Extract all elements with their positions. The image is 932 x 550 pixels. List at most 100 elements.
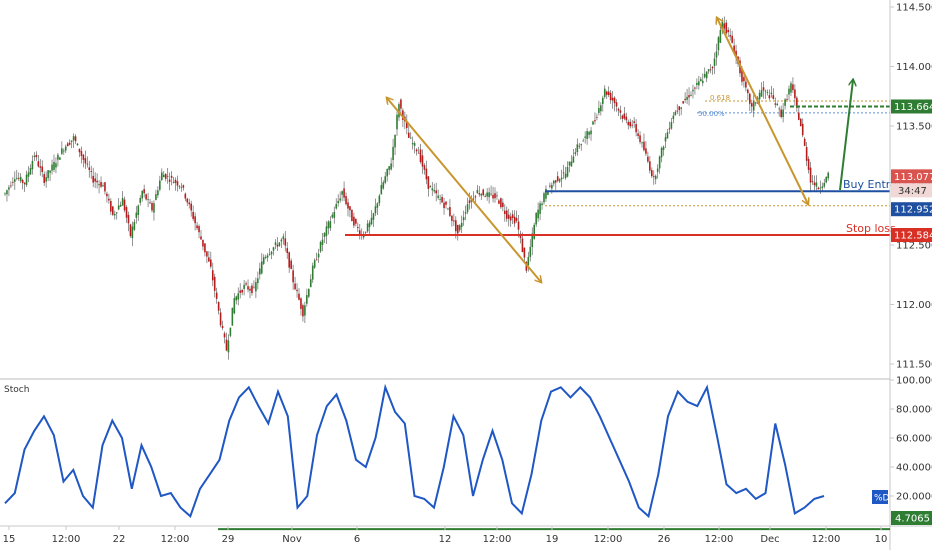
price-axis-tick: 114.500: [896, 3, 932, 14]
candle-body: [39, 166, 42, 168]
candle-body: [157, 190, 159, 196]
candle-body: [6, 190, 8, 195]
price-pane: Buy Entry Stop loss 0.618 50.00%: [4, 17, 897, 360]
candle-body: [539, 203, 541, 214]
candle-body: [654, 175, 657, 180]
price-axis-tick: 112.000: [896, 300, 932, 311]
candle-body: [219, 312, 222, 326]
time-axis-tick: Dec: [760, 534, 779, 545]
candle-body: [535, 212, 537, 225]
candle-body: [92, 175, 94, 183]
candle-body: [349, 206, 351, 211]
candle-body: [76, 143, 79, 146]
candle-body: [537, 209, 539, 219]
candle-body: [788, 88, 790, 95]
candle-body: [651, 170, 653, 177]
candle-body: [613, 97, 616, 104]
candle-body: [153, 203, 155, 213]
candle-body: [343, 188, 345, 198]
candle-body: [523, 247, 526, 258]
time-axis-tick: 6: [354, 534, 360, 545]
candle-body: [611, 97, 614, 101]
candle-body: [298, 293, 300, 300]
candle-body: [133, 221, 136, 230]
candle-body: [308, 289, 310, 297]
candle-body: [576, 144, 579, 153]
candle-body: [586, 131, 588, 139]
stoch-d-line: [4, 383, 825, 519]
candle-body: [10, 185, 12, 187]
candle-body: [235, 296, 238, 301]
candle-body: [819, 187, 822, 189]
candle-body: [639, 135, 641, 142]
candle-body: [676, 110, 679, 112]
candle-body: [690, 94, 692, 96]
candle-body: [208, 257, 210, 262]
candle-body: [131, 226, 134, 239]
candle-body: [627, 121, 630, 126]
candle-body: [682, 101, 684, 104]
candle-body: [23, 182, 26, 185]
candle-body: [411, 143, 414, 145]
candle-body: [662, 146, 665, 150]
candle-body: [68, 142, 71, 145]
candle-body: [325, 226, 328, 236]
candle-body: [53, 161, 55, 170]
candle-body: [186, 198, 189, 203]
candle-body: [553, 180, 555, 184]
candle-body: [547, 191, 549, 195]
candle-body: [660, 147, 663, 158]
candle-body: [652, 176, 655, 178]
candle-body: [339, 198, 341, 201]
candle-body: [317, 253, 320, 258]
candle-body: [386, 169, 388, 177]
candle-body: [70, 140, 73, 142]
candle-body: [178, 186, 181, 187]
candle-body: [498, 200, 500, 204]
candle-body: [390, 163, 392, 170]
candle-body: [578, 145, 581, 147]
candle-body: [47, 170, 49, 179]
candle-body: [449, 207, 451, 216]
candle-body: [257, 278, 259, 284]
candle-body: [731, 35, 733, 43]
candle-body: [811, 180, 814, 182]
stop-loss-tag-box: [891, 228, 932, 243]
candle-body: [159, 180, 161, 190]
candle-body: [245, 283, 247, 285]
candle-body: [786, 99, 788, 100]
candle-body: [384, 176, 387, 183]
candle-body: [94, 178, 96, 182]
candle-body: [180, 187, 183, 189]
candle-body: [709, 69, 712, 71]
candle-body: [192, 211, 194, 219]
candle-body: [433, 189, 436, 192]
candle-body: [247, 286, 249, 290]
time-axis-tick: 22: [113, 534, 126, 545]
candle-body: [790, 83, 792, 93]
candle-body: [200, 236, 202, 240]
candle-body: [106, 193, 108, 197]
candle-body: [351, 209, 353, 222]
candle-body: [698, 81, 700, 86]
candle-body: [580, 144, 583, 146]
candle-body: [768, 95, 771, 99]
candle-body: [707, 69, 710, 72]
candle-body: [135, 212, 138, 218]
candle-body: [784, 99, 786, 106]
time-axis-tick: 15: [3, 534, 16, 545]
candle-body: [541, 203, 543, 206]
candle-body: [625, 116, 628, 121]
candle-body: [678, 106, 681, 111]
candle-body: [88, 167, 91, 171]
time-axis-tick: 12:00: [52, 534, 81, 545]
candle-body: [121, 198, 124, 206]
candle-body: [560, 177, 563, 180]
candle-body: [476, 189, 479, 194]
candle-body: [331, 214, 334, 218]
candle-body: [294, 283, 296, 290]
candle-body: [168, 179, 171, 182]
countdown-box: [891, 183, 932, 198]
candle-body: [686, 96, 688, 100]
candle-body: [12, 181, 14, 183]
